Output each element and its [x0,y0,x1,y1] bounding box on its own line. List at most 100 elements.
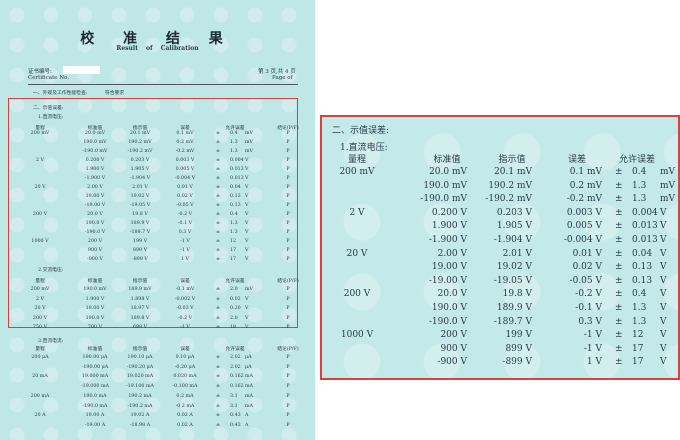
table-cell: -899 V [502,357,532,368]
table-cell: 0.02 [230,296,241,302]
table-cell: V [245,158,249,163]
table-cell: 190.2 mV [128,140,152,145]
table-cell: 0.004 [230,158,244,163]
table-cell: 19.8 V [502,289,532,300]
table-cell: 12 [230,239,237,244]
table-cell: 0.13 [230,203,241,208]
table-cell: 2 V [35,296,45,302]
table-cell: -0.100 mA [172,384,198,390]
table-cell: P [286,374,290,380]
table-cell: -0.20 μA [174,364,196,370]
magnified-dc-voltage-panel: 二、示值误差: 1.直流电压: 量程 标准值 指示值 误差 允许误差 200 mV 20.0 m… [320,115,680,380]
table-cell: mA [245,403,254,409]
table-cell: -189.7 V [493,316,532,327]
table-cell: 0.01 V [177,185,193,190]
table-cell: ± [216,384,221,390]
table-cell: P [286,131,290,136]
table-cell: 190.2 mV [488,180,532,191]
table-cell: 0.02 A [177,422,193,428]
table-cell: -190.2 mV [127,149,153,154]
table-cell: 0.013 [632,221,658,232]
page-subtitle: Result of Calibration [116,45,199,52]
table-cell: V [245,257,249,262]
table-cell: A [245,422,249,428]
table-cell: mA [245,393,254,399]
appearance-result: 符合要求 [105,91,125,96]
table-cell: mV [660,194,676,205]
table-cell: 0.005 V [175,167,195,172]
table-cell: 1.905 V [496,221,532,232]
table-cell: 0.04 [632,248,653,259]
column-header: 误差 [180,347,190,352]
table-cell: V [245,221,249,226]
table-cell: V [660,248,667,259]
table-cell: -1 V [180,248,190,253]
table-cell: -1 V [180,239,190,244]
table-cell: ± [216,315,221,321]
column-header: 指示值 [132,347,148,352]
table-cell: 3.1 [230,403,238,409]
table-cell: ± [615,248,623,259]
table-cell: 1.3 [632,303,647,313]
column-header: 结论(P/F) [277,279,299,284]
table-cell: 0.43 [230,413,241,419]
table-cell: 750 V [32,325,48,331]
table-cell: 0.203 V [496,207,532,218]
table-cell: P [286,221,290,226]
table-cell: 200 V [343,289,371,300]
table-cell: ± [216,325,221,331]
table-cell: 1000 V [31,239,49,244]
table-cell: 1.3 [230,230,238,235]
table-cell: ± [216,185,221,190]
table-cell: 1.900 V [85,167,105,172]
table-cell: ± [216,131,221,136]
table-cell: 2.01 V [502,248,532,259]
table-cell: 199 V [505,330,532,341]
table-cell: -19.05 V [493,275,532,286]
table-cell: 1.900 V [85,296,105,302]
table-cell: P [286,194,290,199]
table-cell: V [245,212,249,217]
table-cell: ± [615,221,623,232]
column-header: 指示值 [132,279,148,284]
table-cell: 19.02 V [130,194,150,199]
table-cell: -1 V [583,343,602,354]
table-cell: V [660,316,667,327]
table-cell: 1.3 [632,180,647,191]
table-cell: 0.4 [632,167,647,177]
table-cell: ± [216,364,221,370]
table-cell: -0.05 V [569,275,602,286]
table-cell: 0.3 V [178,230,192,235]
table-cell: 20.0 mV [429,167,467,177]
column-header: 误差 [180,279,190,284]
table-cell: 0.005 V [566,221,602,232]
table-cell: 0.203 V [130,158,150,163]
table-cell: ± [615,357,623,368]
column-header: 量程 [35,279,45,284]
table-cell: V [660,343,667,354]
table-cell: ± [615,330,623,341]
table-cell: -19.000 mA [81,384,109,390]
table-cell: V [245,194,249,199]
table-cell: V [245,296,249,302]
table-cell: -0.004 V [563,235,602,245]
table-cell: -190.00 μA [81,364,109,370]
table-cell: mV [245,149,254,154]
table-cell: -0.2 V [177,212,193,217]
table-cell: 19.00 V [431,262,467,273]
table-cell: 18 [230,325,237,331]
table-cell: ± [615,207,623,218]
table-cell: 1000 V [340,330,374,341]
table-cell: -190.2 mA [127,403,153,409]
table-cell: V [245,315,249,321]
table-cell: -0.2 V [575,289,602,300]
column-header: 误差 [567,155,587,165]
table-cell: -190.0 mV [420,194,467,205]
table-cell: 0.04 [230,185,241,190]
table-cell: ± [216,393,221,399]
table-cell: 0.1 mV [176,131,194,136]
table-cell: 19.00 V [85,194,105,199]
table-cell: ± [615,194,623,205]
table-cell: 0.162 [230,374,244,380]
table-cell: 1.3 [230,140,238,145]
